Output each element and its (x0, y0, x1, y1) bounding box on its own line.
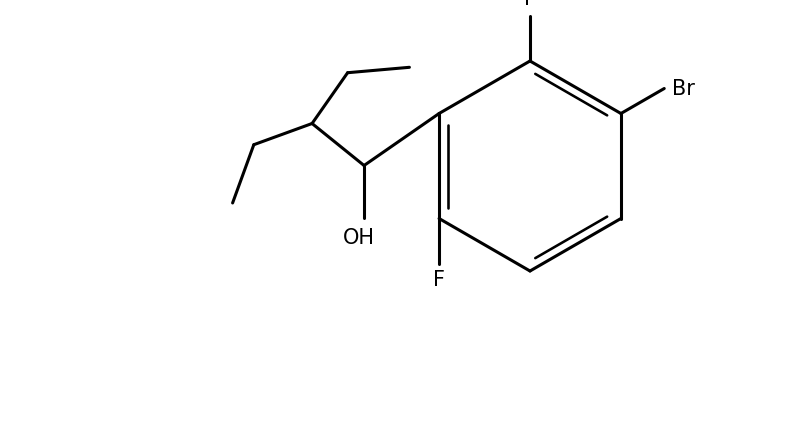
Text: OH: OH (343, 227, 375, 248)
Text: F: F (524, 0, 536, 9)
Text: Br: Br (671, 78, 695, 98)
Text: F: F (433, 271, 445, 291)
